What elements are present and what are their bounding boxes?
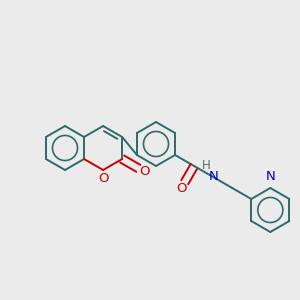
Text: O: O bbox=[139, 165, 150, 178]
Text: N: N bbox=[266, 170, 275, 183]
Text: O: O bbox=[98, 172, 108, 184]
Text: N: N bbox=[208, 170, 218, 184]
Text: H: H bbox=[201, 159, 210, 172]
Text: O: O bbox=[176, 182, 187, 195]
